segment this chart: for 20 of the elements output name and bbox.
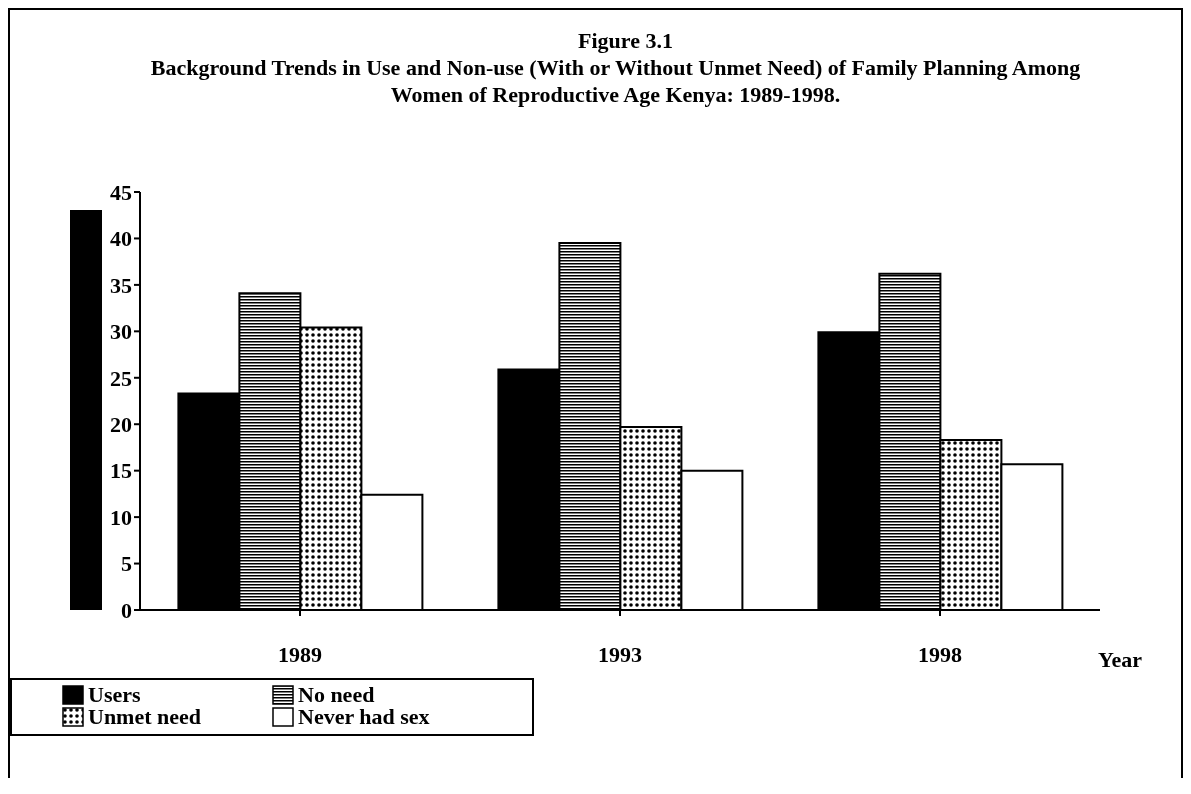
legend-label: Users: [88, 682, 141, 707]
x-tick-label: 1998: [918, 641, 962, 667]
legend-label: No need: [298, 682, 375, 707]
y-tick-label: 45: [110, 179, 132, 205]
chart-title: Figure 3.1: [577, 28, 674, 54]
y-tick-label: 5: [121, 551, 132, 577]
y-tick-label: 10: [110, 504, 132, 530]
y-tick-label: 15: [110, 458, 132, 484]
y-tick-label: 40: [110, 226, 132, 252]
y-tick-label: 25: [110, 365, 132, 391]
y-tick-label: 0: [121, 597, 132, 623]
y-tick-label: 20: [110, 412, 132, 438]
legend-label: Never had sex: [298, 704, 430, 729]
x-axis-title: Year: [1098, 647, 1143, 672]
chart-subtitle: Background Trends in Use and Non-use (With or Without Unmet Need) of Family Planning Among Women of Reproductive Age Kenya: 1989-1998.: [149, 54, 1082, 108]
x-tick-label: 1993: [598, 641, 642, 667]
y-tick-label: 35: [110, 272, 132, 298]
legend-label: Unmet need: [88, 704, 202, 729]
x-tick-label: 1989: [278, 641, 322, 667]
y-tick-label: 30: [110, 319, 132, 345]
